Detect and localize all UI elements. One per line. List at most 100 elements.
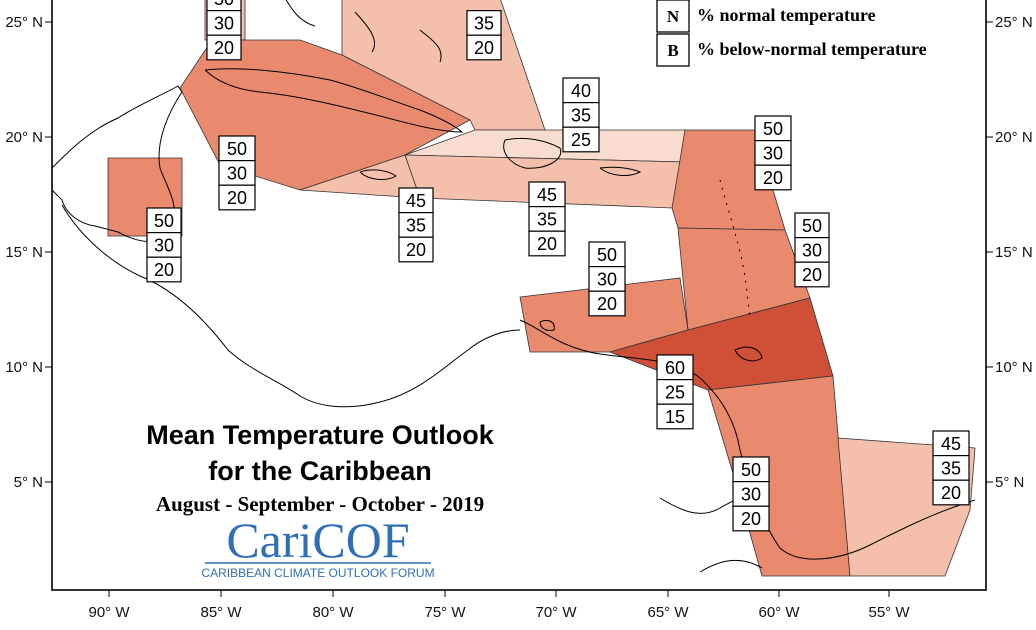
lon-tick-label: 85° W [200, 604, 242, 621]
stack-hispaniola-puertorico: 45 35 20 [528, 181, 566, 257]
stack-cell [146, 256, 182, 283]
stack-value: 35 [474, 14, 494, 34]
lat-tick-label-right: 5° N [995, 474, 1024, 491]
stack-cell [732, 481, 770, 507]
stack-jamaica: 45 35 20 [398, 187, 434, 263]
stack-value: 20 [474, 38, 494, 58]
logo-wordmark: CariCOF [226, 512, 409, 568]
stack-value: 20 [597, 294, 617, 314]
stack-value: 50 [154, 211, 174, 231]
map-period: August - September - October - 2019 [156, 492, 484, 516]
stack-value: 35 [406, 216, 426, 236]
stack-abc-islands: 50 30 20 [588, 241, 626, 317]
stack-value: 50 [763, 119, 783, 139]
legend-key-normal: N [667, 7, 680, 26]
stack-cell [398, 187, 434, 214]
stack-cell [794, 212, 830, 239]
stack-cell [528, 181, 566, 208]
stack-value: 50 [802, 216, 822, 236]
stack-value: 50 [227, 139, 247, 159]
stack-cell [932, 479, 970, 506]
lon-tick-label: 90° W [88, 604, 130, 621]
stack-cell [146, 207, 182, 234]
stack-trinidad-tobago: 60 25 15 [656, 354, 694, 430]
stack-value: 50 [214, 0, 234, 9]
stack-cell [656, 354, 694, 381]
legend-text-below: % below-normal temperature [697, 39, 927, 59]
stack-value: 45 [406, 191, 426, 211]
lat-tick-label-right: 20° N [995, 129, 1033, 146]
stack-cell [218, 160, 256, 186]
lon-tick-label: 55° W [868, 604, 910, 621]
stack-cell [656, 379, 694, 405]
stack-cell [528, 230, 566, 257]
legend-text-normal: % normal temperature [697, 5, 876, 25]
stack-value: 50 [597, 245, 617, 265]
stack-value: 15 [665, 407, 685, 427]
stack-value: 35 [537, 210, 557, 230]
stack-value: 20 [227, 188, 247, 208]
stack-value: 20 [537, 234, 557, 254]
lat-tick-label-left: 10° N [5, 359, 43, 376]
stack-value: 60 [665, 358, 685, 378]
stack-value: 35 [571, 106, 591, 126]
stack-value: 25 [571, 130, 591, 150]
lon-tick-label: 65° W [647, 604, 689, 621]
stack-value: 20 [741, 509, 761, 529]
stack-value: 30 [597, 270, 617, 290]
lat-tick-label-right: 10° N [995, 359, 1033, 376]
stack-turks-caicos: 40 35 25 [562, 77, 600, 153]
stack-value: 25 [665, 383, 685, 403]
stack-value: 50 [741, 460, 761, 480]
stack-value: 20 [802, 265, 822, 285]
stack-cell [588, 266, 626, 292]
region-guyana [707, 375, 851, 577]
lat-tick-label-left: 20° N [5, 129, 43, 146]
stack-value: 30 [214, 14, 234, 34]
stack-cell [398, 236, 434, 263]
lat-axis-left: 25° N 20° N 15° N 10° N 5° N [5, 14, 52, 491]
map-title-line1: Mean Temperature Outlook [146, 420, 495, 450]
stack-cell [206, 10, 242, 36]
stack-cell [398, 212, 434, 238]
stack-value: 35 [941, 459, 961, 479]
legend-key-box-normal [656, 0, 690, 33]
map-title-line2: for the Caribbean [208, 456, 432, 486]
legend: N % normal temperature B % below-normal … [656, 0, 927, 67]
stack-cell [932, 455, 970, 481]
stack-windward-islands: 50 30 20 [794, 212, 830, 288]
stack-leeward-islands: 50 30 20 [754, 115, 792, 191]
lat-tick-label-right: 25° N [995, 14, 1033, 31]
stack-cell [588, 290, 626, 317]
stack-value: 20 [214, 38, 234, 58]
stack-cell [754, 140, 792, 166]
lat-tick-label-left: 25° N [5, 14, 43, 31]
stack-suriname-french-guiana: 45 35 20 [932, 430, 970, 506]
probability-stacks: 5030203520503020503020453520403525453520… [146, 0, 970, 532]
lat-tick-label-left: 5° N [14, 474, 43, 491]
stack-value: 45 [941, 434, 961, 454]
stack-cell [466, 34, 502, 61]
stack-value: 30 [741, 485, 761, 505]
stack-value: 30 [802, 241, 822, 261]
stack-cell [146, 232, 182, 258]
stack-value: 20 [406, 240, 426, 260]
stack-cuba: 50 30 20 [218, 135, 256, 211]
lon-tick-label: 70° W [535, 604, 577, 621]
legend-key-box-below [656, 33, 690, 67]
stack-value: 45 [537, 185, 557, 205]
caricof-logo: CariCOF CARIBBEAN CLIMATE OUTLOOK FORUM [201, 512, 434, 580]
stack-guyana: 50 30 20 [732, 456, 770, 532]
stack-cell [732, 505, 770, 532]
stack-cell [466, 10, 502, 36]
lon-axis: 90° W 85° W 80° W 75° W 70° W 65° W 60° W 55° W [88, 590, 910, 621]
stack-value: 20 [763, 168, 783, 188]
stack-value: 40 [571, 81, 591, 101]
lat-axis-right: 25° N 20° N 15° N 10° N 5° N [986, 14, 1033, 491]
stack-value: 20 [941, 483, 961, 503]
stack-cell [562, 126, 600, 153]
stack-cell [656, 403, 694, 430]
lon-tick-label: 75° W [424, 604, 466, 621]
